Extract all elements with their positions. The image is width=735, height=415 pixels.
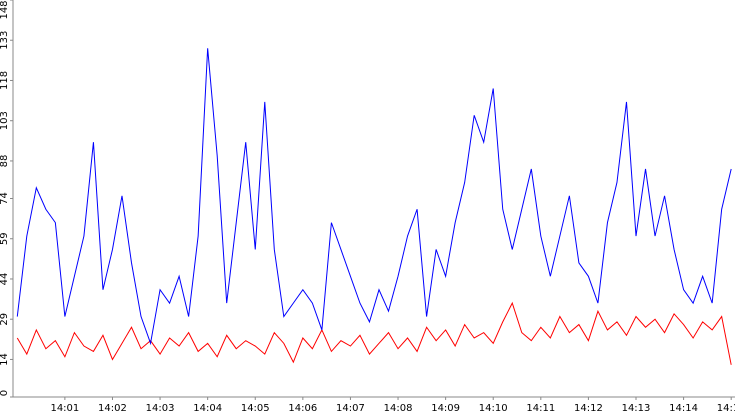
x-tick-label: 14:07 [336, 403, 365, 414]
x-tick-label: 14:06 [288, 403, 317, 414]
x-tick-label: 14:15 [717, 403, 735, 414]
series-line [16, 48, 732, 346]
x-tick-label: 14:12 [574, 403, 603, 414]
x-tick-label: 14:09 [431, 403, 460, 414]
x-tick-label: 14:14 [669, 403, 698, 414]
x-tick-label: 14:13 [622, 403, 651, 414]
y-tick-label: 133 [0, 31, 10, 50]
y-tick-label: 103 [0, 111, 10, 130]
y-tick-label: 74 [0, 192, 10, 205]
y-tick-label: 0 [0, 390, 10, 396]
x-tick-label: 14:11 [526, 403, 555, 414]
y-tick-label: 59 [0, 232, 10, 245]
y-tick-label: 88 [0, 155, 10, 168]
y-tick-label: 44 [0, 273, 10, 286]
y-tick-label: 118 [0, 71, 10, 90]
x-tick-label: 14:10 [479, 403, 508, 414]
y-tick-label: 29 [0, 313, 10, 326]
x-tick-label: 14:04 [193, 403, 222, 414]
x-tick-label: 14:03 [146, 403, 175, 414]
x-tick-label: 14:01 [50, 403, 79, 414]
y-tick-label: 148 [0, 0, 10, 19]
x-tick-label: 14:08 [384, 403, 413, 414]
x-tick-label: 14:02 [98, 403, 127, 414]
x-tick-label: 14:05 [241, 403, 270, 414]
y-tick-label: 14 [0, 353, 10, 366]
series-line [16, 301, 732, 365]
